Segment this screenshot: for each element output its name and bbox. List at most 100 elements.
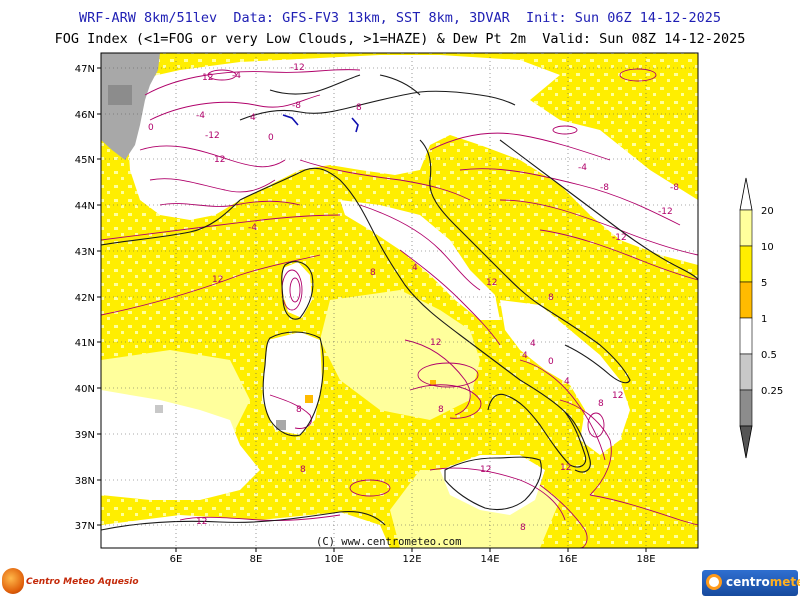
contour-label: -8 xyxy=(292,101,301,111)
contour-label: 12 xyxy=(430,338,441,348)
lat-label: 42N xyxy=(75,293,95,304)
contour-label: -12 xyxy=(612,233,627,243)
contour-label: 8 xyxy=(520,523,526,533)
white-zone-sardinia xyxy=(262,332,322,435)
contour-label: 8 xyxy=(370,268,376,278)
contour-label: 12 xyxy=(202,73,213,83)
contour-labels: -4-120-4-8-1212048-8-12-4-8-1212-4481240… xyxy=(148,63,679,533)
contour-label: -8 xyxy=(670,183,679,193)
longitude-labels: 6E 8E 10E 12E 14E 16E 18E xyxy=(170,548,656,565)
lat-label: 44N xyxy=(75,201,95,212)
contour-label: 4 xyxy=(530,339,536,349)
centro-meteo-aquesio-logo[interactable]: Centro Meteo Aquesio xyxy=(2,568,139,596)
lon-label: 14E xyxy=(480,554,499,565)
color-legend: 20 10 5 1 0.5 0.25 xyxy=(739,177,783,459)
centrometeo-logo[interactable]: centrometeo xyxy=(702,570,800,596)
lon-label: 10E xyxy=(324,554,343,565)
legend-label: 20 xyxy=(761,206,774,217)
contour-label: 8 xyxy=(356,103,362,113)
legend-swatch xyxy=(739,281,753,319)
lon-label: 6E xyxy=(170,554,183,565)
contour-label: 4 xyxy=(522,351,528,361)
lon-label: 16E xyxy=(558,554,577,565)
contour-label: 4 xyxy=(412,263,418,273)
logo-ring-icon xyxy=(706,574,722,590)
map-frame xyxy=(100,52,699,549)
lakes xyxy=(282,114,359,133)
contour-label: 12 xyxy=(212,275,223,285)
contour-label: 12 xyxy=(486,278,497,288)
contour-label: -8 xyxy=(600,183,609,193)
legend-top-arrow xyxy=(739,177,753,211)
lat-label: 40N xyxy=(75,384,95,395)
legend-label: 10 xyxy=(761,242,774,253)
lat-label: 41N xyxy=(75,338,95,349)
contour-label: -4 xyxy=(232,71,241,81)
contour-label: 0 xyxy=(548,357,554,367)
contour-label: 12 xyxy=(214,155,225,165)
contour-label: 12 xyxy=(480,465,491,475)
contour-label: -12 xyxy=(290,63,305,73)
coastlines-borders xyxy=(101,74,698,531)
logo-globe-icon xyxy=(2,568,24,594)
contour-label: 12 xyxy=(560,463,571,473)
latitude-labels: 47N 46N 45N 44N 43N 42N 41N 40N 39N 38N 37N xyxy=(75,64,101,532)
legend-swatch xyxy=(739,209,753,247)
white-zone-corsica xyxy=(282,262,312,318)
contour-label: 4 xyxy=(564,377,570,387)
contour-label: 0 xyxy=(268,133,274,143)
dewpoint-contours xyxy=(101,68,698,548)
lat-label: 38N xyxy=(75,476,95,487)
contour-label: -4 xyxy=(248,223,257,233)
legend-swatch xyxy=(739,245,753,283)
orange-haze-cell xyxy=(430,380,436,386)
contour-label: -4 xyxy=(196,111,205,121)
white-zone-south xyxy=(500,300,630,455)
legend-label: 5 xyxy=(761,278,767,289)
contour-label: 8 xyxy=(300,465,306,475)
legend-swatch xyxy=(739,317,753,355)
orange-haze-cell xyxy=(305,395,313,403)
lon-label: 8E xyxy=(250,554,263,565)
graticule xyxy=(101,53,698,548)
contour-label: -12 xyxy=(658,207,673,217)
white-zone-sw xyxy=(101,390,260,500)
lat-label: 39N xyxy=(75,430,95,441)
contour-label: 12 xyxy=(612,391,623,401)
lat-label: 45N xyxy=(75,155,95,166)
map-field xyxy=(101,53,698,548)
lat-label: 46N xyxy=(75,110,95,121)
copyright-credit: (C) www.centrometeo.com xyxy=(316,536,461,548)
contour-label: 8 xyxy=(438,405,444,415)
logo-left-text: Centro Meteo Aquesio xyxy=(26,577,139,587)
lat-label: 47N xyxy=(75,64,95,75)
lat-label: 43N xyxy=(75,247,95,258)
pale-patch-tyrrhenian xyxy=(320,290,480,420)
contour-label: 4 xyxy=(250,113,256,123)
contour-label: 8 xyxy=(598,399,604,409)
gray-fog-alps xyxy=(101,53,160,160)
legend-label: 1 xyxy=(761,314,767,325)
contour-label: 0 xyxy=(148,123,154,133)
gray-fog-cell xyxy=(155,405,163,413)
lat-label: 37N xyxy=(75,521,95,532)
contour-label: 8 xyxy=(548,293,554,303)
white-zone-apennines xyxy=(340,200,500,320)
gray-fog-cell xyxy=(276,420,286,430)
gray-fog-cell xyxy=(108,85,132,105)
contour-label: -12 xyxy=(205,131,220,141)
contour-label: 8 xyxy=(296,405,302,415)
legend-swatch xyxy=(739,353,753,391)
header-line-2: FOG Index (<1=FOG or very Low Clouds, >1… xyxy=(54,31,746,47)
lon-label: 18E xyxy=(636,554,655,565)
white-zone-sicily xyxy=(440,455,545,515)
legend-swatch xyxy=(739,389,753,427)
white-zone-po-valley xyxy=(270,115,420,160)
white-zone-bottom xyxy=(101,512,390,548)
header-line-1: WRF-ARW 8km/51lev Data: GFS-FV3 13km, SS… xyxy=(78,10,722,26)
lon-label: 12E xyxy=(402,554,421,565)
legend-bottom-arrow xyxy=(739,425,753,459)
logo-right-text: centrometeo xyxy=(726,575,800,589)
legend-label: 0.5 xyxy=(761,350,777,361)
